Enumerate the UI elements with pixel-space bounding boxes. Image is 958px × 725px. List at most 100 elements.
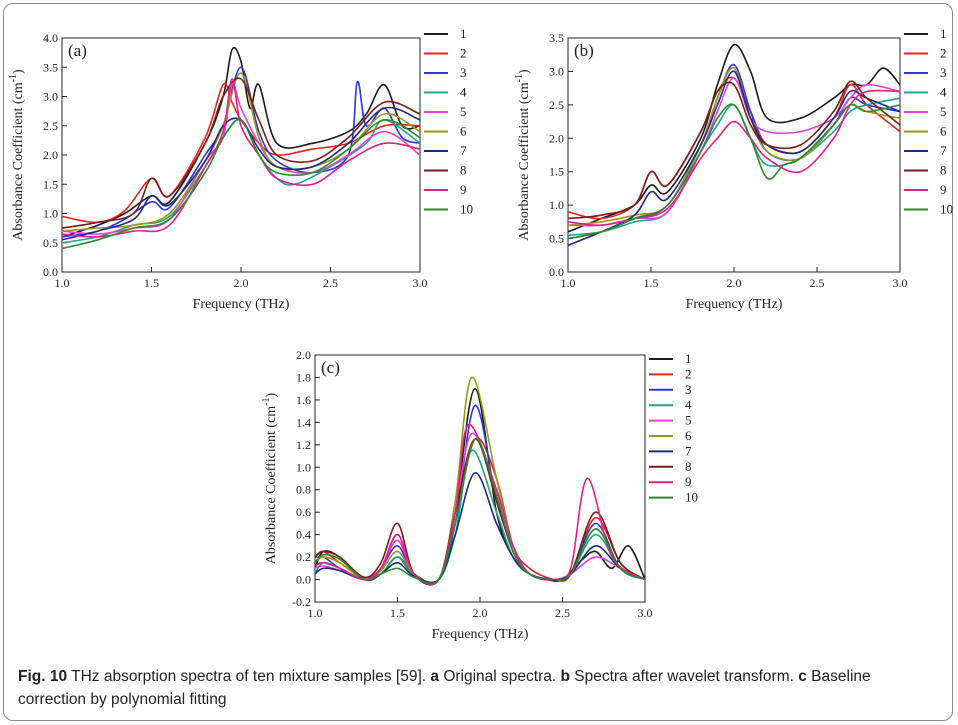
y-tick-label: 0.4 (296, 528, 311, 542)
y-axis-label-main: Absorbance Coefficient (cm (517, 82, 532, 240)
legend-label-8: 8 (460, 163, 467, 178)
caption-fig-text: THz absorption spectra of ten mixture sa… (67, 668, 431, 685)
caption-a-text: Original spectra. (439, 668, 561, 685)
panel-tag-c: (c) (321, 358, 340, 377)
legend-label-6: 6 (685, 428, 692, 443)
y-tick-label: 1.2 (296, 438, 311, 452)
x-tick-label: 1.0 (308, 606, 323, 620)
y-axis-label-sup: -1 (8, 74, 19, 82)
caption-c-text: Baseline correction by polynomial fittin… (18, 668, 871, 708)
series-line-8 (568, 80, 900, 220)
series-line-7 (62, 106, 420, 241)
legend-label-7: 7 (460, 143, 467, 158)
series-line-8 (315, 438, 645, 586)
legend-label-8: 8 (685, 459, 692, 474)
legend-label-9: 9 (685, 474, 692, 489)
chart-panel-c: -0.2 0.0 0.2 0.4 0.6 0.8 1.0 1.2 1.4 1.6 1.8 2.0 1.0… (261, 348, 698, 642)
series-line-2 (62, 82, 420, 224)
y-tick-label: 0.8 (296, 483, 311, 497)
legend-label-3: 3 (460, 65, 467, 80)
x-tick-label: 2.5 (810, 276, 825, 290)
y-tick-label: 2.0 (549, 131, 564, 145)
series-line-3 (62, 66, 420, 238)
caption-fig-label: Fig. 10 (18, 668, 68, 685)
legend-label-7: 7 (940, 143, 947, 158)
x-tick-label: 1.0 (55, 276, 70, 290)
legend-label-2: 2 (685, 366, 692, 381)
legend-label-2: 2 (940, 46, 947, 61)
y-tick-label: 0.6 (296, 505, 311, 519)
x-tick-label: 2.5 (555, 606, 570, 620)
series-line-9 (315, 423, 645, 586)
legend-label-1: 1 (460, 26, 467, 41)
y-tick-label: 1.0 (43, 207, 58, 221)
y-tick-label: 0.5 (43, 236, 58, 250)
y-tick-label: 3.0 (43, 90, 58, 104)
legend-label-5: 5 (940, 104, 947, 119)
y-tick-label: 3.0 (549, 64, 564, 78)
legend-label-6: 6 (940, 124, 947, 139)
series-line-9 (62, 78, 420, 238)
series-line-8 (62, 77, 420, 229)
y-tick-label: 1.0 (296, 460, 311, 474)
caption-c-label: c (798, 668, 807, 685)
legend-label-3: 3 (940, 65, 947, 80)
y-tick-label: 0.0 (549, 265, 564, 279)
legend-label-10: 10 (940, 202, 953, 217)
x-tick-label: 1.5 (644, 276, 659, 290)
legend-label-1: 1 (940, 26, 947, 41)
y-axis-label-main: Absorbance Coefficient (cm (11, 82, 26, 240)
panel-tag-b: (b) (574, 41, 594, 60)
legend-label-5: 5 (685, 413, 692, 428)
series-line-6 (62, 72, 420, 232)
legend-label-9: 9 (460, 182, 467, 197)
series-line-5 (315, 432, 645, 585)
figure-frame (3, 3, 953, 721)
x-tick-label: 2.0 (473, 606, 488, 620)
y-tick-label: 2.5 (43, 119, 58, 133)
legend-label-5: 5 (460, 104, 467, 119)
y-tick-label: 2.0 (43, 148, 58, 162)
x-axis-label: Frequency (THz) (432, 627, 529, 642)
y-tick-label: 1.0 (549, 198, 564, 212)
series-line-5 (62, 83, 420, 235)
legend-label-1: 1 (685, 351, 692, 366)
x-tick-label: 1.0 (561, 276, 576, 290)
series-line-10 (568, 103, 900, 240)
y-axis-label-tail: ) (264, 392, 279, 397)
series-line-4 (315, 449, 645, 584)
x-axis-label: Frequency (THz) (686, 297, 783, 312)
y-tick-label: 0.0 (296, 573, 311, 587)
y-tick-label: 1.4 (296, 415, 311, 429)
y-tick-label: 0.5 (549, 232, 564, 246)
x-tick-label: 1.5 (390, 606, 405, 620)
y-tick-label: 1.5 (43, 177, 58, 191)
y-axis-label: Absorbance Coefficient (cm-1) (261, 392, 279, 564)
legend-label-6: 6 (460, 124, 467, 139)
x-tick-label: 2.0 (727, 276, 742, 290)
panel-tag-a: (a) (68, 41, 87, 60)
y-tick-label: 1.6 (296, 393, 311, 407)
legend-label-2: 2 (460, 46, 467, 61)
y-tick-label: 0.2 (296, 550, 311, 564)
y-axis-label-sup: -1 (514, 74, 525, 82)
legend-label-10: 10 (685, 490, 698, 505)
y-tick-label: 1.5 (549, 165, 564, 179)
chart-panel-b: 0.0 0.5 1.0 1.5 2.0 2.5 3.0 3.5 1.0 1.5 2.0 2.5 3.0 F… (514, 26, 953, 312)
legend-label-3: 3 (685, 382, 692, 397)
y-tick-label: -0.2 (292, 595, 311, 609)
legend-label-10: 10 (460, 202, 473, 217)
y-tick-label: 3.5 (549, 31, 564, 45)
x-axis-label: Frequency (THz) (193, 297, 290, 312)
caption-b-text: Spectra after wavelet transform. (569, 668, 799, 685)
legend-label-4: 4 (940, 85, 947, 100)
series-line-7 (315, 472, 645, 584)
x-tick-label: 3.0 (638, 606, 653, 620)
series-line-10 (315, 438, 645, 585)
series-line-10 (62, 118, 420, 250)
x-tick-label: 2.0 (234, 276, 249, 290)
legend-label-9: 9 (940, 182, 947, 197)
y-tick-label: 2.0 (296, 348, 311, 362)
y-tick-label: 0.0 (43, 265, 58, 279)
